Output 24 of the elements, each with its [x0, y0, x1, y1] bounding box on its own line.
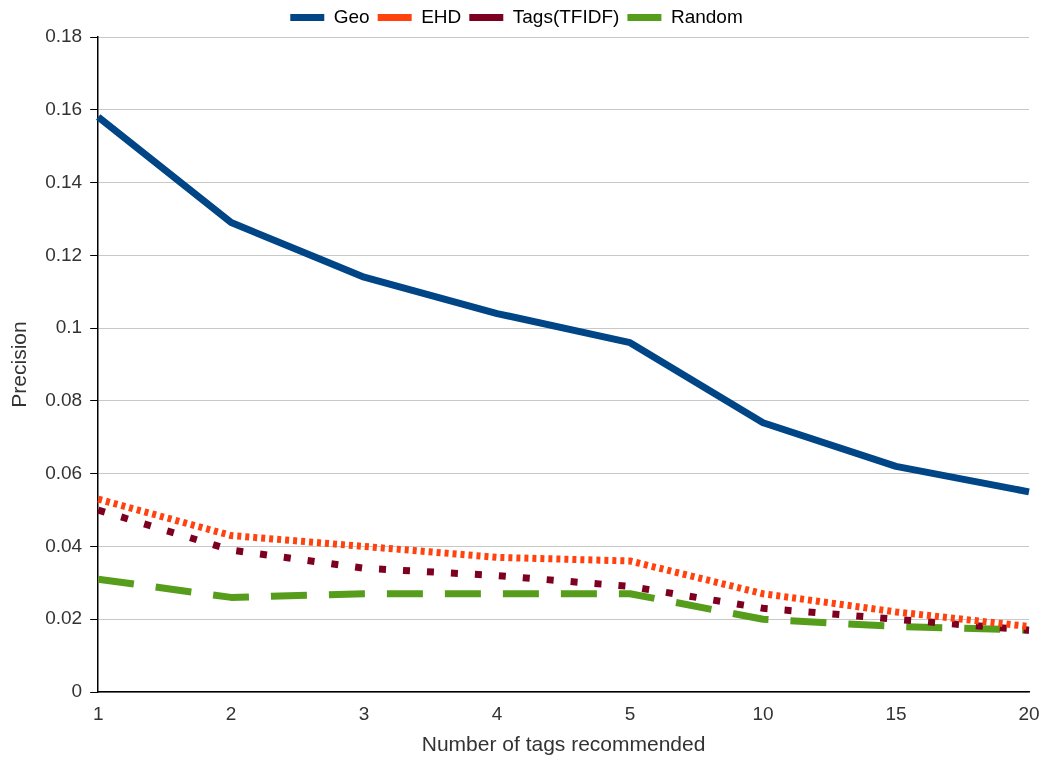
y-tick-label: 0.12 — [45, 243, 83, 265]
y-tick-label: 0 — [71, 680, 83, 702]
y-tick-label: 0.04 — [45, 534, 83, 556]
y-tick-label: 0.02 — [45, 607, 83, 629]
x-tick-label: 10 — [752, 702, 774, 724]
y-axis-title: Precision — [7, 321, 31, 408]
x-axis-title: Number of tags recommended — [421, 732, 706, 756]
legend-label: Geo — [333, 5, 370, 27]
legend-label: Tags(TFIDF) — [512, 5, 620, 27]
y-tick-label: 0.14 — [45, 170, 83, 192]
y-tick-label: 0.18 — [45, 25, 83, 47]
x-tick-label: 4 — [491, 702, 503, 724]
y-tick-label: 0.1 — [55, 316, 83, 338]
y-tick-label: 0.08 — [45, 389, 83, 411]
y-tick-label: 0.06 — [45, 461, 83, 483]
x-tick-label: 3 — [358, 702, 370, 724]
x-tick-label: 1 — [92, 702, 104, 724]
y-tick-label: 0.16 — [45, 98, 83, 120]
x-tick-label: 20 — [1018, 702, 1040, 724]
legend-label: Random — [670, 5, 743, 27]
legend-label: EHD — [421, 5, 462, 27]
x-tick-label: 15 — [885, 702, 907, 724]
x-tick-label: 5 — [624, 702, 636, 724]
x-tick-label: 2 — [225, 702, 237, 724]
